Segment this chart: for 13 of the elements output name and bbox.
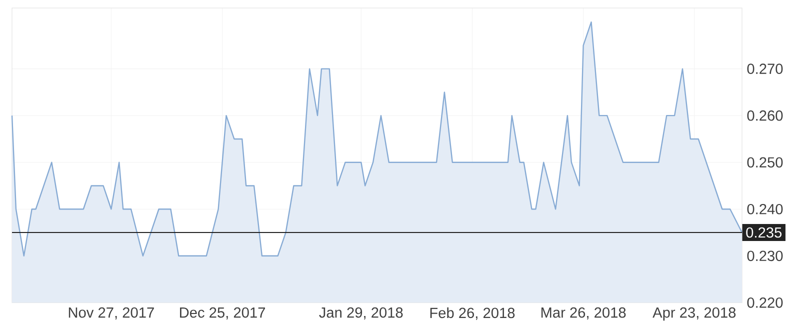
y-tick-label: 0.220 bbox=[747, 298, 783, 308]
x-tick-label: Dec 25, 2017 bbox=[180, 307, 265, 320]
x-tick-label: Feb 26, 2018 bbox=[430, 307, 515, 320]
x-tick-label: Nov 27, 2017 bbox=[68, 307, 154, 320]
ref-line-label: 0.235 bbox=[746, 227, 782, 238]
y-tick-label: 0.250 bbox=[747, 157, 783, 168]
y-tick-label: 0.240 bbox=[747, 204, 783, 214]
x-tick-label: Apr 23, 2018 bbox=[652, 307, 736, 321]
x-tick-label: Mar 26, 2018 bbox=[541, 307, 626, 320]
y-tick-label: 0.260 bbox=[747, 110, 783, 121]
y-tick-label: 0.230 bbox=[747, 250, 783, 262]
x-tick-label: Jan 29, 2018 bbox=[319, 307, 403, 320]
y-tick-label: 0.270 bbox=[747, 64, 783, 74]
